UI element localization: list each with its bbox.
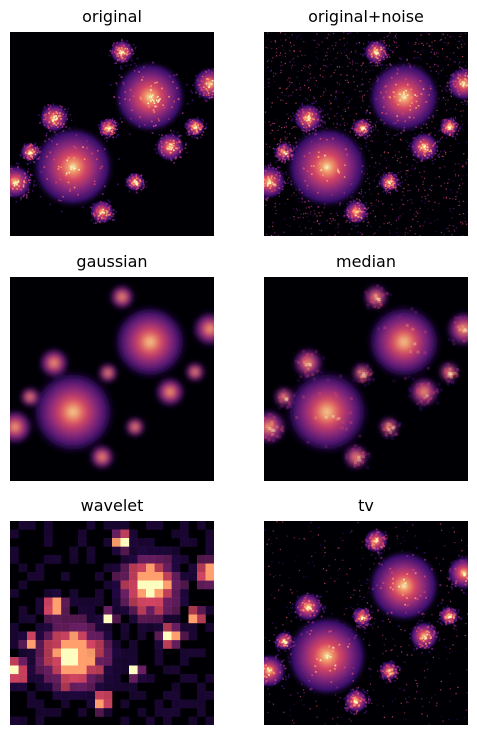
panel-title-original-noise: original+noise: [308, 7, 424, 26]
fractal-image-original: [10, 32, 214, 236]
fractal-image-tv: [264, 521, 468, 725]
fractal-image-median: [264, 277, 468, 481]
panel-title-wavelet: wavelet: [80, 496, 144, 515]
fractal-image-gaussian: [10, 277, 214, 481]
panel-title-median: median: [336, 252, 396, 271]
fractal-image-original-noise: [264, 32, 468, 236]
panel-title-tv: tv: [358, 496, 374, 515]
panel-title-gaussian: gaussian: [76, 252, 148, 271]
fractal-image-wavelet: [10, 521, 214, 725]
panel-title-original: original: [82, 7, 142, 26]
